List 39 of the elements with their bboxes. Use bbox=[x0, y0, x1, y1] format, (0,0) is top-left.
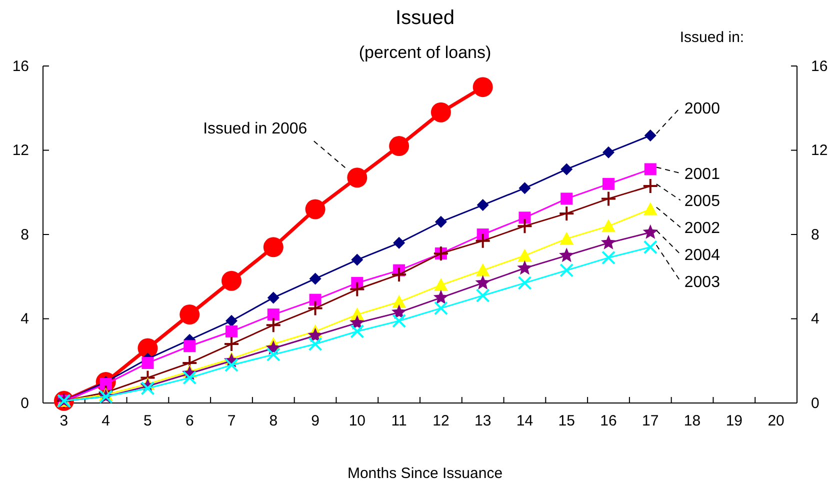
series-label: 2001 bbox=[684, 166, 720, 184]
y-tick-label: 16 bbox=[12, 58, 29, 75]
x-tick-label: 20 bbox=[768, 412, 784, 430]
y2-tick-label: 8 bbox=[811, 226, 820, 244]
x-tick-label: 17 bbox=[642, 412, 659, 430]
series-label: 2004 bbox=[684, 247, 720, 264]
x-tick-label: 7 bbox=[227, 412, 236, 430]
x-tick-label: 5 bbox=[144, 412, 152, 430]
x-tick-label: 13 bbox=[474, 412, 492, 430]
x-tick-label: 6 bbox=[185, 412, 194, 430]
y-tick-label: 4 bbox=[20, 310, 29, 328]
y-tick-label: 8 bbox=[20, 226, 29, 244]
x-axis-title: Months Since Issuance bbox=[347, 465, 503, 482]
chart-title: Issued bbox=[396, 7, 454, 29]
series-label: 2002 bbox=[684, 220, 720, 238]
x-tick-label: 14 bbox=[516, 412, 534, 430]
y2-tick-label: 0 bbox=[811, 394, 820, 412]
x-tick-label: 11 bbox=[391, 412, 407, 430]
x-tick-label: 10 bbox=[348, 412, 366, 430]
text: Issued in 2006 bbox=[203, 120, 308, 138]
x-tick-label: 19 bbox=[726, 412, 743, 430]
x-tick-label: 8 bbox=[269, 412, 278, 430]
series-label: 2005 bbox=[684, 193, 720, 210]
x-tick-label: 15 bbox=[558, 412, 575, 430]
y2-tick-label: 16 bbox=[811, 58, 828, 75]
chart-subtitle: (percent of loans) bbox=[358, 43, 492, 62]
x-tick-label: 16 bbox=[600, 412, 617, 430]
y2-tick-label: 4 bbox=[811, 310, 820, 328]
y2-tick-label: 12 bbox=[811, 142, 828, 160]
x-tick-label: 3 bbox=[60, 412, 68, 430]
x-tick-label: 18 bbox=[684, 412, 701, 430]
text: 2000 bbox=[684, 100, 720, 118]
x-tick-label: 4 bbox=[102, 412, 110, 430]
y-tick-label: 0 bbox=[20, 394, 29, 412]
x-tick-label: 9 bbox=[311, 412, 320, 430]
legend-title: Issued in: bbox=[680, 29, 744, 46]
text: 2003 bbox=[684, 274, 720, 292]
x-tick-label: 12 bbox=[432, 412, 450, 430]
y-tick-label: 12 bbox=[12, 142, 29, 160]
